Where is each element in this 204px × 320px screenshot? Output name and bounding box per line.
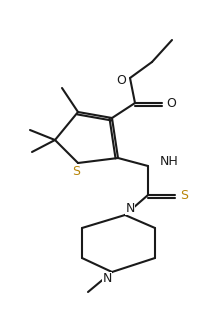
- Text: S: S: [179, 188, 187, 202]
- Text: N: N: [102, 273, 111, 285]
- Text: O: O: [115, 74, 125, 86]
- Text: S: S: [72, 164, 80, 178]
- Text: N: N: [125, 202, 134, 214]
- Text: O: O: [165, 97, 175, 109]
- Text: NH: NH: [159, 155, 178, 167]
